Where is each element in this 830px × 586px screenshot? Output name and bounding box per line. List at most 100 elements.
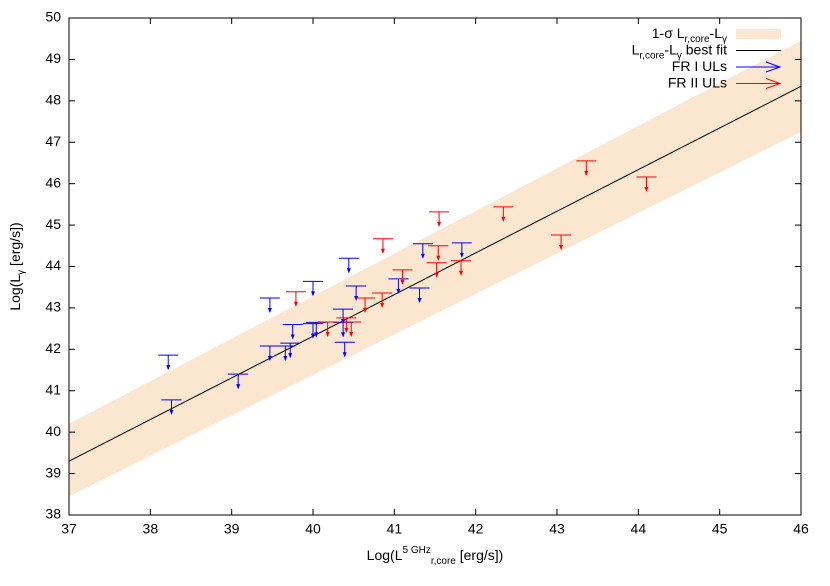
upper-limit <box>429 211 450 227</box>
upper-limit <box>228 373 249 390</box>
limit-head <box>290 334 295 340</box>
upper-limit <box>303 323 323 339</box>
upper-limit <box>158 354 179 371</box>
upper-limit <box>636 176 657 193</box>
y-tick-label: 42 <box>45 340 61 356</box>
limit-head <box>346 268 351 274</box>
upper-limit <box>355 297 376 313</box>
limit-head <box>459 252 464 258</box>
limit-head <box>314 332 319 338</box>
limit-head <box>288 353 293 359</box>
limit-head <box>342 352 347 358</box>
y-tick-label: 40 <box>45 423 61 439</box>
upper-limit <box>388 278 409 294</box>
text-part: Log(L <box>7 275 23 311</box>
limit-head <box>437 221 442 227</box>
upper-limit <box>280 342 301 359</box>
limit-head <box>344 327 349 333</box>
confidence-band <box>69 40 801 497</box>
upper-limit <box>317 321 338 337</box>
upper-limit <box>285 291 306 307</box>
text-part: Log(L <box>367 547 403 563</box>
legend-label: FR I ULs <box>672 58 727 74</box>
text-part: [erg/s]) <box>456 547 503 563</box>
upper-limit <box>551 234 572 251</box>
legend-label: 1-σ Lr,core-Lγ <box>652 25 727 45</box>
y-tick-label: 47 <box>45 133 61 149</box>
x-tick-label: 42 <box>468 521 484 537</box>
limit-head <box>349 331 354 337</box>
text-part: L <box>632 41 640 57</box>
x-tick-label: 37 <box>61 521 77 537</box>
text-part: γ <box>722 34 727 45</box>
x-axis-label: Log(L5 GHzr,core [erg/s]) <box>367 545 504 567</box>
upper-limit <box>451 260 472 276</box>
y-tick-label: 48 <box>45 92 61 108</box>
upper-limit <box>576 160 597 176</box>
upper-limit <box>303 280 323 297</box>
legend-arrowhead <box>765 78 782 89</box>
upper-limit <box>334 341 355 358</box>
limit-head <box>311 333 315 339</box>
limit-head <box>380 303 385 309</box>
limit-head <box>325 331 330 337</box>
upper-limit <box>275 345 296 362</box>
upper-limit <box>259 297 280 313</box>
upper-limit <box>392 269 413 285</box>
x-tick-label: 40 <box>305 521 321 537</box>
upper-limit <box>428 245 449 261</box>
y-tick-label: 41 <box>45 381 61 397</box>
upper-limit <box>161 399 182 415</box>
text-part: 5 GHz <box>402 545 430 556</box>
upper-limit <box>338 257 359 274</box>
upper-limit <box>372 292 393 309</box>
limit-head <box>380 248 385 254</box>
y-tick-label: 49 <box>45 50 61 66</box>
text-part: r,core <box>431 556 456 567</box>
x-tick-label: 45 <box>712 521 728 537</box>
limit-head <box>459 270 464 276</box>
upper-limit <box>341 321 362 337</box>
y-tick-label: 39 <box>45 464 61 480</box>
limit-head <box>644 187 649 193</box>
legend-arrowhead <box>765 61 782 73</box>
limit-head <box>420 253 425 259</box>
y-tick-label: 43 <box>45 299 61 315</box>
limit-head <box>436 255 441 261</box>
limit-head <box>166 365 171 371</box>
limit-head <box>293 301 298 307</box>
text-part: γ <box>677 51 682 62</box>
upper-limit <box>412 243 433 259</box>
text-part: FR I ULs <box>672 58 727 74</box>
legend-label: Lr,core-Lγ best fit <box>632 41 728 61</box>
upper-limit <box>493 206 514 222</box>
upper-limit <box>409 287 430 304</box>
limit-head <box>396 288 401 294</box>
x-tick-label: 39 <box>224 521 240 537</box>
fit-line <box>68 85 802 462</box>
limit-head <box>400 279 405 285</box>
text-part: [erg/s]) <box>7 222 23 269</box>
x-tick-label: 44 <box>631 521 647 537</box>
x-tick-label: 41 <box>387 521 403 537</box>
text-part: -L <box>664 41 677 57</box>
text-part: r,core <box>685 34 710 45</box>
legend-label: FR II ULs <box>668 74 727 90</box>
text-part: best fit <box>682 41 727 57</box>
y-tick-label: 45 <box>45 216 61 232</box>
y-tick-label: 50 <box>45 9 61 25</box>
y-tick-label: 46 <box>45 174 61 190</box>
limit-head <box>501 216 506 222</box>
upper-limit <box>372 238 393 254</box>
x-tick-label: 38 <box>143 521 159 537</box>
limit-head <box>417 298 422 304</box>
limit-head <box>434 272 439 278</box>
limit-head <box>311 291 315 297</box>
upper-limit <box>426 262 447 278</box>
text-part: FR II ULs <box>668 74 727 90</box>
legend-swatch <box>736 29 781 39</box>
y-tick-label: 38 <box>45 506 61 522</box>
text-part: -L <box>710 25 723 41</box>
limit-head <box>169 409 174 415</box>
